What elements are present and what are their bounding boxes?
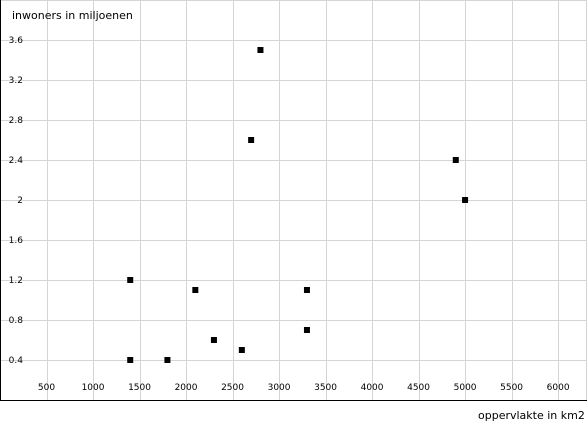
- data-points: [127, 47, 469, 363]
- x-tick-label: 500: [38, 383, 55, 393]
- x-tick-label: 6000: [547, 383, 570, 393]
- y-tick-label: 0.8: [9, 316, 24, 326]
- x-tick-label: 1000: [82, 383, 105, 393]
- x-tick-label: 5500: [500, 383, 523, 393]
- data-point: [452, 157, 459, 163]
- y-tick-label: 2.8: [9, 116, 24, 126]
- x-tick-label: 3000: [268, 383, 291, 393]
- x-tick-label: 3500: [314, 383, 337, 393]
- x-tick-label: 2000: [175, 383, 198, 393]
- y-tick-label: 1.2: [9, 276, 23, 286]
- y-tick-label: 3.6: [9, 36, 24, 46]
- data-point: [257, 47, 264, 53]
- x-tick-label: 5000: [454, 383, 477, 393]
- y-tick-label: 3.2: [9, 76, 23, 86]
- axes: [0, 0, 587, 401]
- x-tick-label: 1500: [128, 383, 151, 393]
- data-point: [210, 337, 217, 343]
- data-point: [303, 287, 310, 293]
- data-point: [192, 287, 199, 293]
- data-point: [303, 327, 310, 333]
- y-tick-label: 0.4: [9, 356, 24, 366]
- data-point: [248, 137, 255, 143]
- data-point: [127, 357, 134, 363]
- x-tick-label: 4000: [361, 383, 384, 393]
- x-axis-label: oppervlakte in km2: [478, 409, 585, 422]
- y-tick-label: 2.4: [9, 156, 24, 166]
- data-point: [462, 197, 469, 203]
- grid: [0, 0, 587, 400]
- x-tick-label: 4500: [407, 383, 430, 393]
- y-tick-label: 1.6: [9, 236, 24, 246]
- data-point: [127, 277, 134, 283]
- y-axis-label: inwoners in miljoenen: [12, 9, 133, 22]
- y-tick-label: 2: [17, 196, 23, 206]
- x-tick-label: 2500: [221, 383, 244, 393]
- data-point: [164, 357, 171, 363]
- data-point: [238, 347, 245, 353]
- tick-labels: 500 1000 1500 2000 2500 3000 3500 4000 4500 5000 5…: [9, 36, 570, 393]
